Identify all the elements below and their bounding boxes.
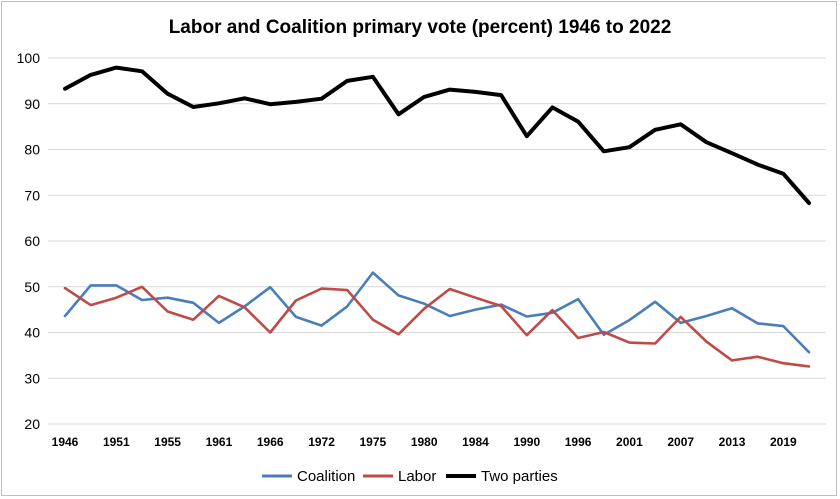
x-tick-label: 1972: [308, 435, 335, 449]
x-tick-label: 1975: [360, 435, 387, 449]
y-tick-label: 60: [24, 233, 40, 249]
y-tick-label: 90: [24, 96, 40, 112]
x-tick-label: 1984: [462, 435, 489, 449]
legend-label: Coalition: [297, 468, 355, 485]
series-lines: [63, 65, 811, 368]
legend-label: Two parties: [481, 468, 558, 485]
legend: Coalition Labor Two parties: [262, 468, 558, 485]
series-line-labor: [63, 285, 811, 368]
series-line-two-parties: [63, 65, 811, 205]
chart-title: Labor and Coalition primary vote (percen…: [169, 17, 672, 38]
x-tick-label: 2019: [770, 435, 797, 449]
x-tick-label: 1990: [513, 435, 540, 449]
gridlines: [48, 57, 826, 425]
y-tick-label: 30: [24, 370, 40, 386]
x-tick-label: 2013: [719, 435, 746, 449]
x-tick-label: 1980: [411, 435, 438, 449]
y-axis-ticks: 20 30 40 50 60 70 80 90 100: [17, 50, 41, 432]
y-tick-label: 50: [24, 279, 40, 295]
y-tick-label: 100: [17, 50, 41, 66]
x-tick-label: 1951: [103, 435, 130, 449]
y-tick-label: 70: [24, 187, 40, 203]
x-tick-label: 2007: [667, 435, 694, 449]
x-tick-label: 1955: [154, 435, 181, 449]
y-tick-label: 20: [24, 416, 40, 432]
x-tick-label: 1961: [206, 435, 233, 449]
y-tick-label: 40: [24, 325, 40, 341]
x-tick-label: 1946: [52, 435, 79, 449]
x-tick-label: 1966: [257, 435, 284, 449]
x-tick-label: 1996: [565, 435, 592, 449]
x-tick-label: 2001: [616, 435, 643, 449]
series-line-coalition: [63, 271, 811, 354]
y-tick-label: 80: [24, 142, 40, 158]
x-axis-ticks: 1946 1951 1955 1961 1966 1972 1975 1980 1984 1990…: [52, 435, 797, 449]
legend-label: Labor: [398, 468, 436, 485]
